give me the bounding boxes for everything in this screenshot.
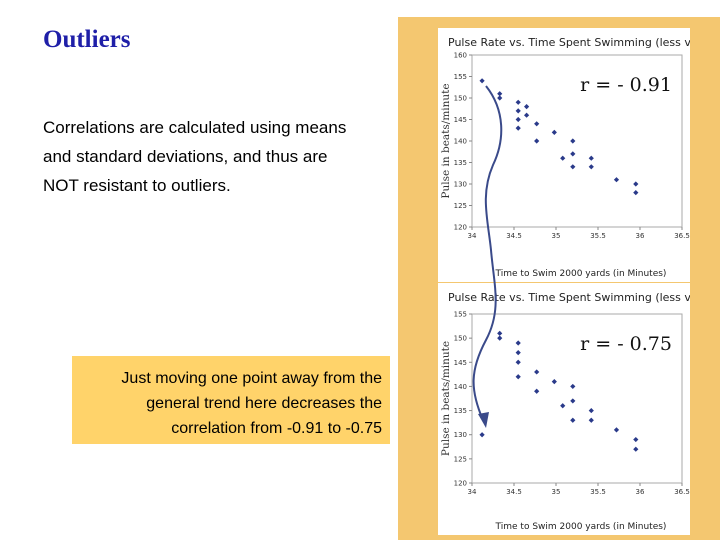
y-tick-label: 120 [454,224,467,232]
y-tick-label: 145 [454,116,467,124]
chart-title: Pulse Rate vs. Time Spent Swimming (less… [448,36,690,49]
chart-panel: Pulse Rate vs. Time Spent Swimming (less… [398,17,720,540]
chart-bottom: Pulse Rate vs. Time Spent Swimming (less… [438,283,690,535]
y-tick-label: 125 [454,455,467,463]
y-tick-label: 120 [454,480,467,488]
data-point [515,99,521,105]
x-tick-label: 36 [636,232,645,240]
x-tick-label: 35.5 [590,232,606,240]
x-tick-label: 36.5 [674,488,690,496]
y-tick-label: 155 [454,311,467,319]
x-axis-label: Time to Swim 2000 yards (in Minutes) [495,522,667,532]
callout-box: Just moving one point away from the gene… [72,356,390,444]
plot-area [471,54,683,228]
data-point [551,129,557,135]
data-point [570,164,576,170]
x-tick-label: 34.5 [506,232,522,240]
y-axis-label: Pulse in beats/minute [440,83,452,198]
data-point [534,369,540,375]
data-point [515,340,521,346]
data-point [534,138,540,144]
x-tick-label: 36.5 [674,232,690,240]
y-tick-label: 140 [454,383,467,391]
y-tick-label: 130 [454,181,467,189]
y-tick-label: 160 [454,52,467,60]
x-tick-label: 35 [552,488,561,496]
data-point [515,125,521,131]
x-tick-label: 36 [636,488,645,496]
y-tick-label: 135 [454,159,467,167]
x-tick-label: 35 [552,232,561,240]
x-tick-label: 35.5 [590,488,606,496]
correlation-annotation: r = - 0.75 [580,333,672,355]
data-point [515,374,521,380]
y-tick-label: 145 [454,359,467,367]
scatter-chart-top: Pulse Rate vs. Time Spent Swimming (less… [440,36,690,279]
y-tick-label: 135 [454,407,467,415]
x-axis-label: Time to Swim 2000 yards (in Minutes) [495,269,667,279]
data-point [633,190,639,196]
data-point [633,181,639,187]
correlation-annotation: r = - 0.91 [580,74,672,96]
y-tick-label: 140 [454,138,467,146]
slide-title: Outliers [43,26,131,53]
x-tick-label: 34 [468,232,477,240]
y-tick-label: 125 [454,202,467,210]
data-point [570,151,576,157]
y-tick-label: 150 [454,95,467,103]
body-text: Correlations are calculated using means … [43,118,347,195]
data-point [560,403,566,409]
y-tick-label: 150 [454,335,467,343]
y-axis-label: Pulse in beats/minute [440,341,452,456]
data-point [534,121,540,127]
scatter-chart-bottom: Pulse Rate vs. Time Spent Swimming (less… [440,291,690,532]
y-tick-label: 155 [454,73,467,81]
x-tick-label: 34 [468,488,477,496]
chart-top: Pulse Rate vs. Time Spent Swimming (less… [438,28,690,282]
chart-title: Pulse Rate vs. Time Spent Swimming (less… [448,291,690,304]
plot-area [471,313,683,484]
data-point [515,108,521,114]
data-point [534,388,540,394]
y-tick-label: 130 [454,431,467,439]
x-tick-label: 34.5 [506,488,522,496]
